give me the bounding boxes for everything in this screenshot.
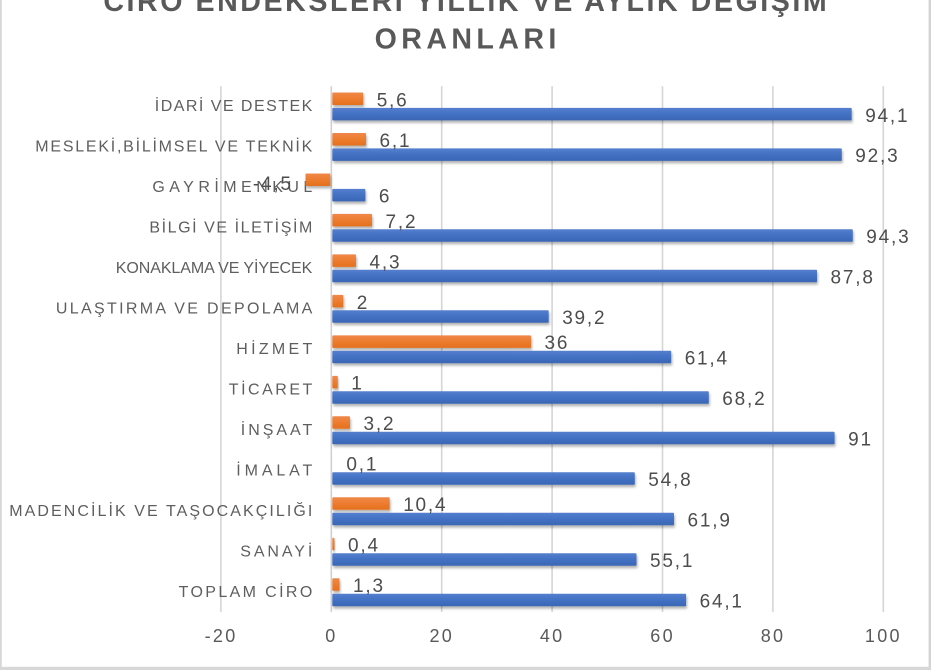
svg-text:40: 40 xyxy=(540,626,565,646)
svg-text:İDARİ VE DESTEK: İDARİ VE DESTEK xyxy=(155,96,314,115)
svg-text:KONAKLAMA VE YİYECEK: KONAKLAMA VE YİYECEK xyxy=(116,258,313,277)
svg-text:36: 36 xyxy=(545,333,570,354)
svg-text:2: 2 xyxy=(357,293,369,314)
svg-text:1,3: 1,3 xyxy=(353,576,385,597)
svg-text:TOPLAM CİRO: TOPLAM CİRO xyxy=(179,582,315,601)
svg-text:92,3: 92,3 xyxy=(855,146,899,167)
svg-text:MESLEKİ,BİLİMSEL VE TEKNİK: MESLEKİ,BİLİMSEL VE TEKNİK xyxy=(35,137,314,156)
svg-text:68,2: 68,2 xyxy=(722,389,766,410)
svg-text:60: 60 xyxy=(650,626,675,646)
svg-text:39,2: 39,2 xyxy=(562,308,606,329)
svg-text:SANAYİ: SANAYİ xyxy=(240,542,315,561)
svg-text:54,8: 54,8 xyxy=(648,470,692,491)
svg-text:6,1: 6,1 xyxy=(380,131,412,152)
svg-text:3,2: 3,2 xyxy=(364,414,396,435)
svg-text:0,1: 0,1 xyxy=(346,455,378,476)
svg-text:61,9: 61,9 xyxy=(688,511,732,532)
svg-text:94,1: 94,1 xyxy=(865,106,909,127)
svg-text:55,1: 55,1 xyxy=(650,551,694,572)
svg-text:CİRO ENDEKSLERİ YILLIK VE AYLI: CİRO ENDEKSLERİ YILLIK VE AYLIK DEĞİŞİM xyxy=(103,0,829,18)
svg-text:BİLGİ VE İLETİŞİM: BİLGİ VE İLETİŞİM xyxy=(149,218,314,237)
svg-text:94,3: 94,3 xyxy=(866,227,910,248)
svg-text:TİCARET: TİCARET xyxy=(229,380,315,399)
svg-text:İMALAT: İMALAT xyxy=(236,461,316,480)
svg-text:HİZMET: HİZMET xyxy=(236,339,315,358)
svg-text:0: 0 xyxy=(325,626,337,646)
svg-text:10,4: 10,4 xyxy=(403,495,447,516)
svg-text:5,6: 5,6 xyxy=(377,90,409,111)
svg-text:80: 80 xyxy=(761,626,786,646)
svg-text:ULAŞTIRMA VE DEPOLAMA: ULAŞTIRMA VE DEPOLAMA xyxy=(56,301,315,318)
svg-text:61,4: 61,4 xyxy=(685,349,729,370)
svg-text:20: 20 xyxy=(429,626,454,646)
svg-text:0,4: 0,4 xyxy=(348,536,380,557)
svg-text:-4,5: -4,5 xyxy=(253,174,293,195)
svg-text:GAYRİMENKUL: GAYRİMENKUL xyxy=(152,177,316,196)
svg-text:1: 1 xyxy=(351,374,363,395)
svg-text:91: 91 xyxy=(848,430,873,451)
svg-text:100: 100 xyxy=(865,626,902,646)
svg-text:7,2: 7,2 xyxy=(386,212,418,233)
svg-text:87,8: 87,8 xyxy=(831,268,875,289)
svg-text:MADENCİLİK VE TAŞOCAKÇILIĞI: MADENCİLİK VE TAŞOCAKÇILIĞI xyxy=(9,501,314,520)
svg-text:İNŞAAT: İNŞAAT xyxy=(241,420,315,439)
svg-text:64,1: 64,1 xyxy=(700,592,744,613)
svg-text:ORANLARI: ORANLARI xyxy=(375,23,561,55)
svg-text:6: 6 xyxy=(379,187,391,208)
svg-text:-20: -20 xyxy=(205,626,238,646)
svg-text:4,3: 4,3 xyxy=(370,252,402,273)
